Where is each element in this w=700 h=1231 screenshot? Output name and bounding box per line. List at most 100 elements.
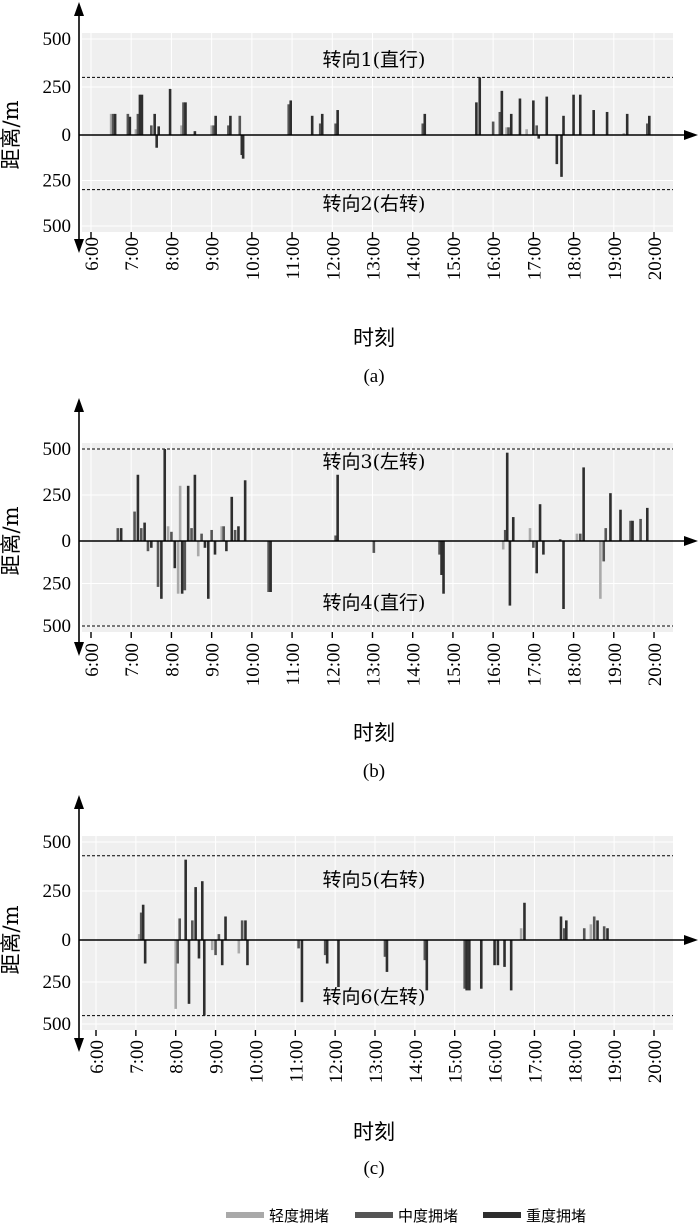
y-tick-label: 500 — [43, 439, 72, 460]
bar — [565, 920, 568, 940]
bar — [582, 467, 585, 541]
panel-caption: (a) — [363, 366, 384, 387]
bar — [562, 541, 565, 609]
bar — [545, 96, 549, 135]
x-tick-label: 8:00 — [162, 643, 183, 677]
bar — [267, 541, 270, 592]
y-axis-arrow-down — [74, 642, 84, 656]
legend-swatch — [226, 1212, 264, 1218]
x-tick-label: 20:00 — [645, 643, 666, 686]
x-tick-label: 10:00 — [246, 1040, 267, 1083]
y-axis-title: 距离/m — [0, 506, 23, 575]
bar — [176, 940, 180, 964]
bar — [622, 133, 626, 135]
x-tick-label: 6:00 — [87, 1040, 108, 1074]
bar — [224, 916, 227, 940]
bar — [592, 110, 595, 135]
bar — [475, 102, 478, 135]
bar — [505, 127, 508, 135]
bar — [143, 940, 147, 964]
x-tick-label: 8:00 — [167, 1040, 188, 1074]
bar — [136, 474, 140, 541]
bar — [537, 135, 541, 139]
bar — [609, 493, 612, 541]
x-tick-label: 16:00 — [484, 237, 505, 280]
bar — [222, 526, 226, 541]
y-axis-arrow-down — [74, 239, 84, 253]
bar — [337, 940, 340, 988]
bar — [578, 94, 582, 135]
bar — [183, 541, 187, 591]
bar — [173, 541, 177, 569]
x-tick-label: 14:00 — [404, 237, 425, 280]
x-tick-label: 14:00 — [404, 643, 425, 686]
upper-direction-label: 转向5(右转) — [323, 869, 426, 891]
bar — [217, 934, 221, 940]
x-tick-label: 10:00 — [243, 643, 264, 686]
x-tick-label: 17:00 — [525, 1040, 546, 1083]
bar — [210, 529, 213, 541]
bar — [287, 104, 291, 135]
bar — [465, 940, 468, 991]
bar — [150, 125, 153, 135]
bar — [176, 541, 180, 594]
bar — [423, 940, 427, 961]
x-tick-label: 7:00 — [122, 237, 143, 271]
bar — [180, 541, 184, 594]
bar — [468, 940, 471, 991]
bar — [206, 541, 210, 599]
legend-label: 重度拥堵 — [526, 1207, 586, 1225]
bar — [493, 940, 496, 966]
bar — [166, 526, 170, 541]
bar — [230, 496, 234, 541]
bar — [575, 533, 579, 541]
bar — [194, 887, 197, 940]
bar — [479, 940, 483, 989]
bar — [136, 113, 140, 135]
bar — [134, 129, 138, 135]
legend: 轻度拥堵 中度拥堵 重度拥堵 — [226, 1207, 586, 1225]
x-tick-label: 15:00 — [444, 643, 465, 686]
bar — [336, 110, 339, 135]
bar — [156, 541, 160, 587]
bar — [139, 912, 143, 940]
bar — [202, 940, 206, 1016]
bar — [157, 126, 160, 135]
bar — [501, 541, 505, 550]
bar — [334, 123, 337, 135]
bar — [440, 541, 443, 575]
bar — [170, 531, 173, 541]
bar — [645, 123, 649, 135]
bar — [220, 940, 224, 966]
bar — [645, 507, 649, 541]
legend-label: 轻度拥堵 — [269, 1207, 329, 1225]
bar — [631, 520, 634, 541]
bar — [128, 116, 132, 135]
bar — [639, 518, 642, 541]
bar — [423, 113, 427, 135]
bar — [559, 916, 563, 940]
bar — [563, 928, 566, 940]
bar — [629, 520, 632, 541]
bar — [174, 940, 178, 1009]
bar — [602, 926, 606, 940]
x-tick-label: 17:00 — [524, 237, 545, 280]
y-axis-title: 距离/m — [0, 100, 23, 169]
panel-caption: (b) — [363, 761, 385, 782]
x-tick-label: 12:00 — [323, 237, 344, 280]
bar — [438, 541, 441, 555]
x-tick-label: 18:00 — [565, 1040, 586, 1083]
bar — [150, 541, 153, 548]
upper-direction-label: 转向3(左转) — [323, 451, 426, 473]
bar — [538, 504, 542, 541]
x-tick-label: 14:00 — [406, 1040, 427, 1083]
y-axis-arrow-up — [74, 398, 84, 412]
bar — [146, 541, 150, 552]
bar — [238, 115, 242, 135]
bar — [500, 90, 504, 135]
bar — [143, 522, 146, 541]
x-tick-label: 6:00 — [82, 237, 103, 271]
bar — [184, 859, 187, 940]
chart-panel-b: 转向3(左转) 转向4(直行) 500 250 0 250 500 距离/m 6:00 7:00 8… — [0, 398, 698, 782]
bar — [425, 940, 429, 991]
